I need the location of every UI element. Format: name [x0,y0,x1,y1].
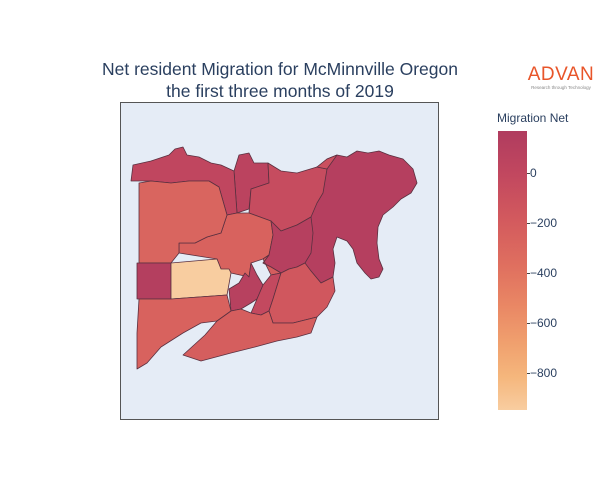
logo-word: ADVAN [527,64,595,85]
map-region-west-small[interactable] [136,262,172,300]
chart-title: Net resident Migration for McMinnville O… [40,58,520,102]
chart-title-line1: Net resident Migration for McMinnville O… [102,59,458,79]
colorbar-tick-label: −800 [530,366,558,380]
colorbar-title: Migration Net [497,111,569,125]
map-region-northwest-large[interactable] [138,180,228,264]
advan-logo: ADVAN Research through Technology [526,65,596,91]
chart-title-line2: the first three months of 2019 [166,81,394,101]
colorbar-tick-mark [527,323,530,324]
map-area[interactable] [120,102,439,420]
map-region-south-bottom[interactable] [182,308,318,362]
colorbar [498,131,527,410]
colorbar-tick-label: −400 [530,266,558,280]
colorbar-tick-mark [527,173,530,174]
colorbar-tick-label: −200 [530,216,558,230]
colorbar-tick-label: −600 [530,316,558,330]
colorbar-tick-mark [527,273,530,274]
map-region-north-center[interactable] [316,154,338,170]
colorbar-tick-mark [527,223,530,224]
colorbar-tick-mark [527,373,530,374]
logo-tagline: Research through Technology [531,85,591,90]
map-region-southwest-large[interactable] [136,294,232,370]
colorbar-tick-label: 0 [530,166,537,180]
map-canvas[interactable] [121,103,438,419]
